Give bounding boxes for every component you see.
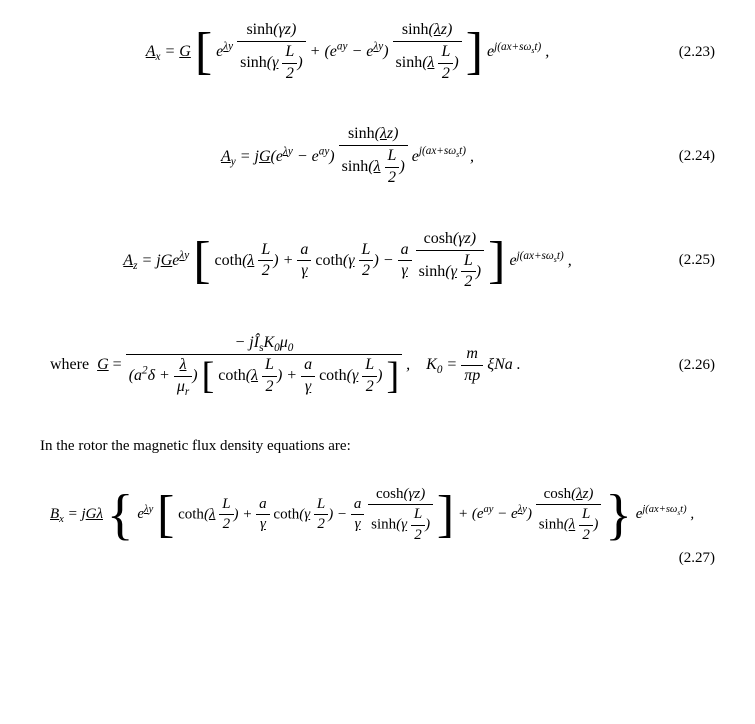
equation-number-2-25: (2.25) bbox=[655, 252, 715, 269]
equation-number-2-23: (2.23) bbox=[655, 44, 715, 61]
equation-number-2-27: (2.27) bbox=[655, 550, 715, 567]
equation-row-2-27: Bx = jGλ { eλy [ coth(λ L2) + aγ coth(γ … bbox=[40, 485, 715, 546]
equation-2-25: Az = jGeλy [ coth(λ L2) + aγ coth(γ L2) … bbox=[40, 229, 655, 293]
equation-2-23: Ax = G [ eλy sinh(γz) sinh(γ L2) + (eay … bbox=[40, 20, 655, 84]
equation-number-2-26: (2.26) bbox=[655, 357, 715, 374]
equation-2-27: Bx = jGλ { eλy [ coth(λ L2) + aγ coth(γ … bbox=[40, 485, 715, 546]
equation-row-2-24: Ay = jG(eλy − eay) sinh(λz) sinh(λ L2) e… bbox=[40, 124, 715, 188]
paragraph-rotor-flux: In the rotor the magnetic flux density e… bbox=[40, 438, 715, 455]
equation-row-2-23: Ax = G [ eλy sinh(γz) sinh(γ L2) + (eay … bbox=[40, 20, 715, 84]
equation-row-2-26: where G = − jÎsK0μ0 (a2δ + λμr) [ coth(λ… bbox=[40, 333, 715, 397]
equation-number-row-2-27: (2.27) bbox=[40, 550, 715, 567]
equation-row-2-25: Az = jGeλy [ coth(λ L2) + aγ coth(γ L2) … bbox=[40, 229, 715, 293]
equation-number-2-24: (2.24) bbox=[655, 148, 715, 165]
equation-2-24: Ay = jG(eλy − eay) sinh(λz) sinh(λ L2) e… bbox=[40, 124, 655, 188]
equation-2-26: where G = − jÎsK0μ0 (a2δ + λμr) [ coth(λ… bbox=[40, 333, 655, 397]
